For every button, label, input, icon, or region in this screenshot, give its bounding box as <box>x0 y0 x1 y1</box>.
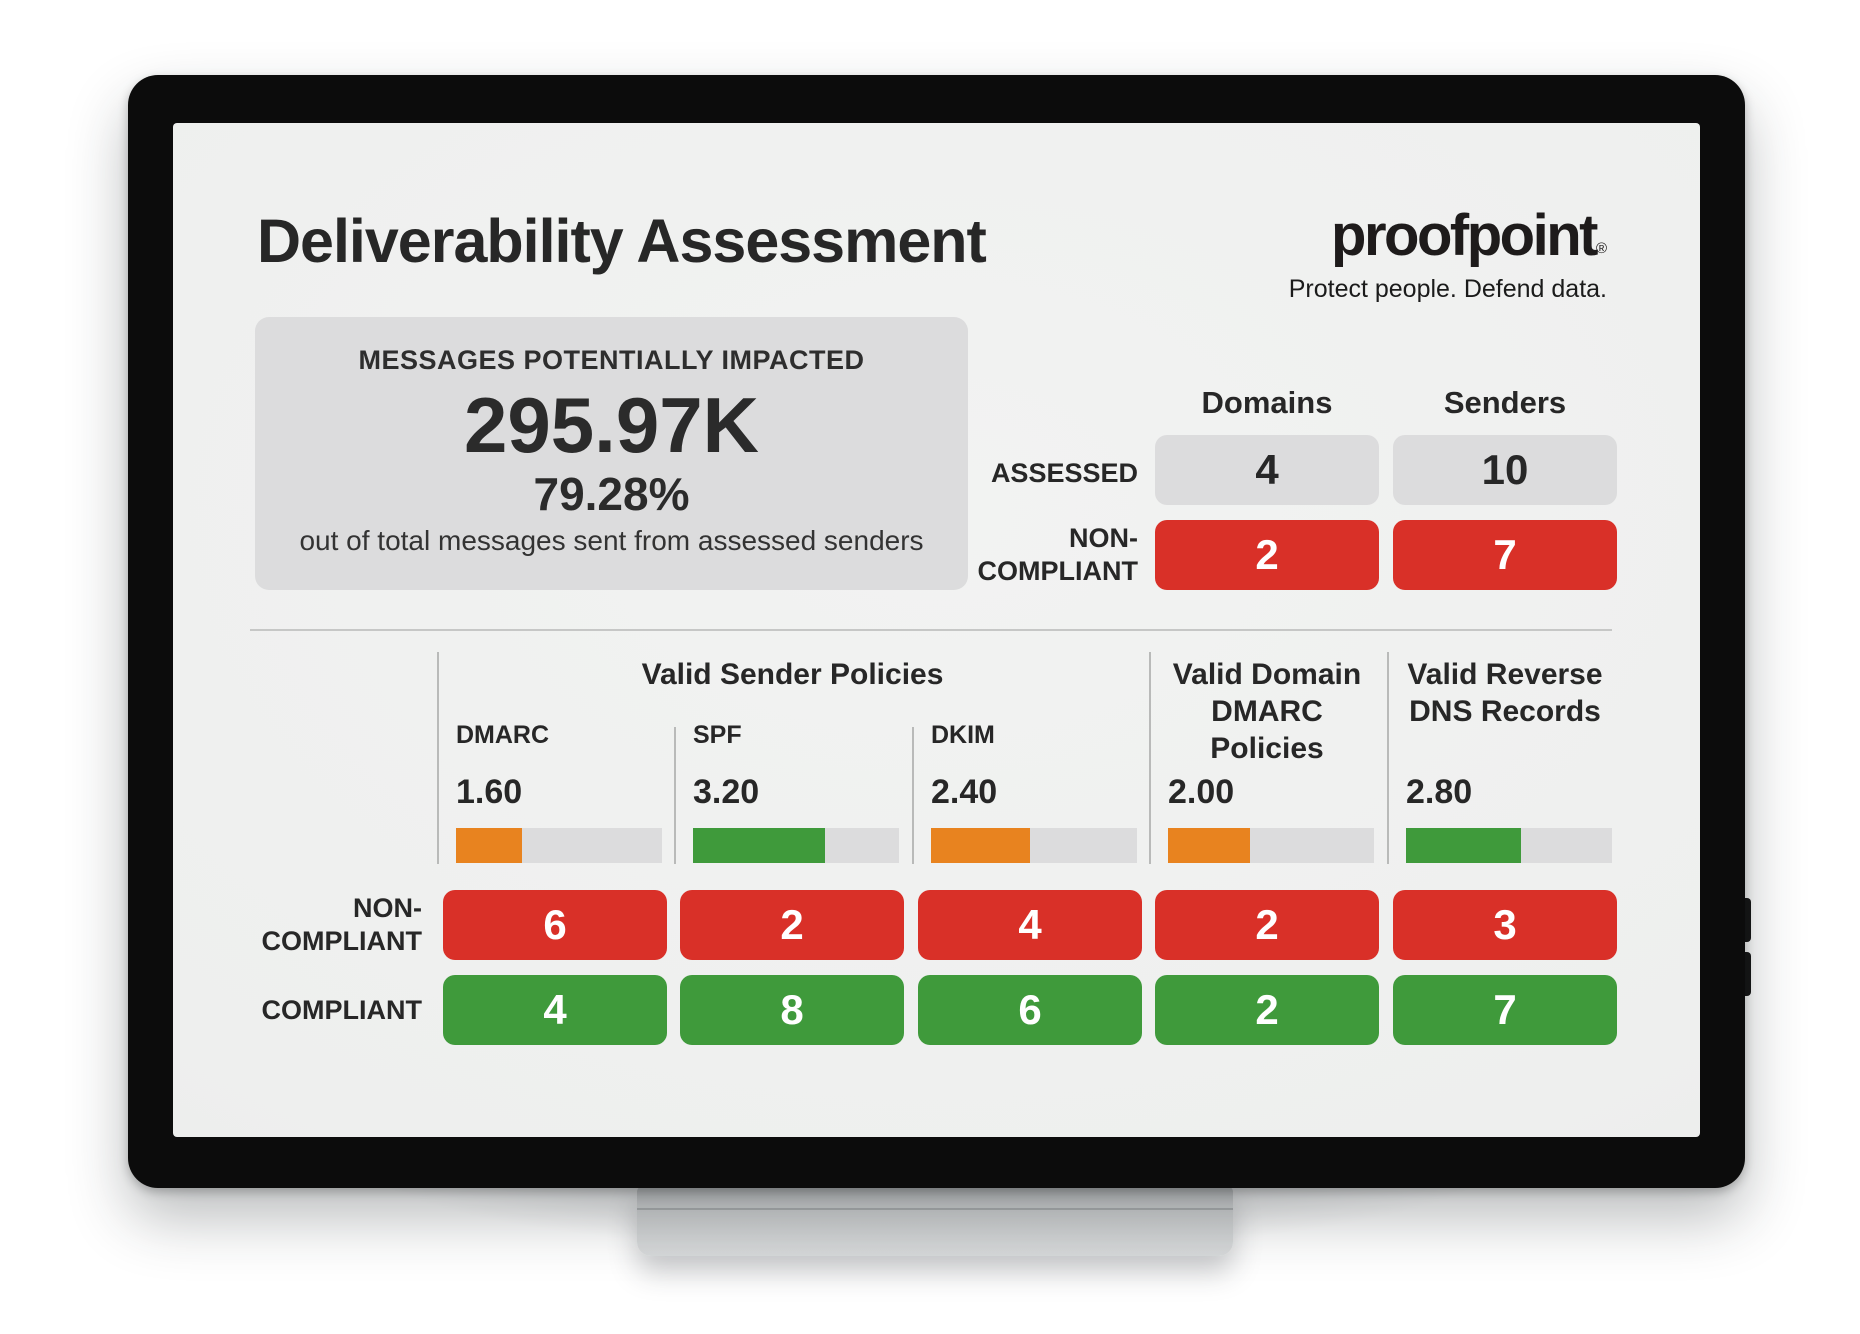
group-header-valid-domain-dmarc: Valid Domain DMARC Policies <box>1172 658 1362 765</box>
row-label-non-compliant: NON- COMPLIANT <box>261 893 422 956</box>
score-bar-fill <box>456 828 522 863</box>
column-divider <box>437 652 439 864</box>
impact-card-subtext: out of total messages sent from assessed… <box>299 525 924 556</box>
column-divider <box>1149 652 1151 864</box>
column-divider <box>912 727 914 864</box>
compliant-count: 4 <box>443 975 667 1045</box>
compliant-count: 7 <box>1393 975 1617 1045</box>
compliant-count: 6 <box>918 975 1142 1045</box>
assessment-column-spf: SPF 3.20 2 8 <box>680 123 904 1137</box>
summary-row-label-non-compliant: NON- COMPLIANT <box>977 523 1138 586</box>
column-label: SPF <box>693 721 742 749</box>
device-side-button <box>1742 898 1751 942</box>
score-bar-track <box>693 828 899 863</box>
summary-header-senders: Senders <box>1443 385 1567 420</box>
column-divider <box>674 727 676 864</box>
score-bar-fill <box>1168 828 1251 863</box>
assessment-column-dkim: DKIM 2.40 4 6 <box>918 123 1142 1137</box>
device-bezel: Deliverability Assessment proofpoint® Pr… <box>128 75 1745 1188</box>
non-compliant-count: 4 <box>918 890 1142 960</box>
assessment-column-valid-reverse-dns: 2.80 3 7 <box>1393 123 1617 1137</box>
non-compliant-count: 2 <box>1155 890 1379 960</box>
score-bar-track <box>456 828 662 863</box>
score-bar-track <box>1406 828 1612 863</box>
compliant-count: 8 <box>680 975 904 1045</box>
group-header-valid-sender-policies: Valid Sender Policies <box>641 658 944 691</box>
summary-row-label-assessed: ASSESSED <box>990 458 1138 488</box>
assessed-domains-value: 4 <box>1155 435 1379 505</box>
impact-card-value: 295.97K <box>464 381 759 469</box>
non-compliant-count: 6 <box>443 890 667 960</box>
assessment-column-dmarc: DMARC 1.60 6 4 <box>443 123 667 1137</box>
score-bar-fill <box>1406 828 1522 863</box>
proofpoint-logo-text: proofpoint <box>1331 203 1598 268</box>
proofpoint-logo: proofpoint® <box>1289 207 1607 265</box>
impact-card-percent: 79.28% <box>533 468 690 520</box>
section-separator <box>250 629 1612 631</box>
column-score: 2.40 <box>931 773 998 811</box>
registered-trademark-icon: ® <box>1595 240 1607 257</box>
impact-card-title: MESSAGES POTENTIALLY IMPACTED <box>358 345 865 375</box>
device-stand <box>637 1186 1233 1256</box>
column-score: 2.80 <box>1406 773 1473 811</box>
compliant-count: 2 <box>1155 975 1379 1045</box>
assessed-senders-value: 10 <box>1393 435 1617 505</box>
row-label-compliant: COMPLIANT <box>261 995 422 1025</box>
non-compliant-count: 3 <box>1393 890 1617 960</box>
score-bar-track <box>931 828 1137 863</box>
score-bar-fill <box>693 828 825 863</box>
brand-block: proofpoint® Protect people. Defend data. <box>1289 207 1607 304</box>
non-compliant-domains-value: 2 <box>1155 520 1379 590</box>
dashboard-screen: Deliverability Assessment proofpoint® Pr… <box>173 123 1700 1137</box>
assessment-column-valid-domain-dmarc: 2.00 2 2 <box>1155 123 1379 1137</box>
non-compliant-senders-value: 7 <box>1393 520 1617 590</box>
column-divider <box>1387 652 1389 864</box>
brand-tagline: Protect people. Defend data. <box>1288 275 1607 303</box>
messages-impacted-card: MESSAGES POTENTIALLY IMPACTED 295.97K 79… <box>255 317 968 590</box>
non-compliant-count: 2 <box>680 890 904 960</box>
score-bar-fill <box>931 828 1030 863</box>
column-score: 3.20 <box>693 773 760 811</box>
column-score: 2.00 <box>1168 773 1235 811</box>
device-stand-seam <box>637 1208 1233 1210</box>
group-header-valid-reverse-dns: Valid Reverse DNS Records <box>1407 658 1603 728</box>
page-title: Deliverability Assessment <box>257 207 987 275</box>
score-bar-track <box>1168 828 1374 863</box>
column-label: DKIM <box>931 721 995 749</box>
column-label: DMARC <box>456 721 550 749</box>
device-side-button <box>1742 952 1751 996</box>
summary-header-domains: Domains <box>1201 385 1333 420</box>
column-score: 1.60 <box>456 773 523 811</box>
